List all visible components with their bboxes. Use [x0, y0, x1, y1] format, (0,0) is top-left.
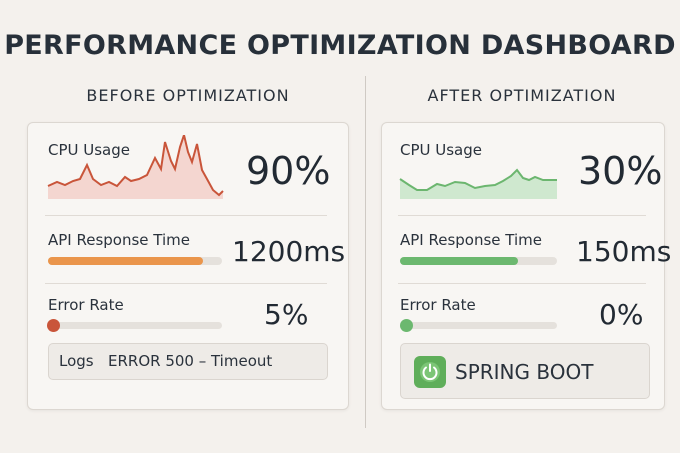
logs-box — [48, 343, 328, 380]
metric-label: Error Rate — [48, 296, 124, 314]
metric-value: 5% — [264, 298, 309, 331]
divider — [365, 76, 366, 428]
logs-message: ERROR 500 – Timeout — [108, 352, 273, 370]
metric-label: CPU Usage — [400, 141, 483, 159]
metric-label: Error Rate — [400, 296, 476, 314]
dashboard-title: PERFORMANCE OPTIMIZATION DASHBOARD — [4, 30, 676, 61]
progress-track — [48, 322, 222, 329]
status-dot — [400, 319, 413, 332]
metric-value: 30% — [578, 149, 663, 193]
metric-value: 90% — [246, 149, 331, 193]
section-heading: BEFORE OPTIMIZATION — [86, 86, 290, 105]
progress-fill — [48, 257, 203, 265]
metric-value: 1200ms — [232, 235, 346, 268]
spring-icon — [414, 356, 446, 388]
status-dot — [47, 319, 60, 332]
metric-value: 0% — [599, 298, 644, 331]
separator — [45, 215, 327, 216]
progress-track — [400, 322, 557, 329]
logs-label: Logs — [59, 352, 94, 370]
cpu-sparkline — [47, 135, 224, 199]
badge-text: SPRING BOOT — [455, 360, 594, 384]
progress-fill — [400, 257, 518, 265]
metric-label: API Response Time — [400, 231, 543, 249]
separator — [398, 283, 646, 284]
separator — [398, 215, 646, 216]
metric-label: API Response Time — [48, 231, 191, 249]
section-heading: AFTER OPTIMIZATION — [427, 86, 617, 105]
metric-value: 150ms — [576, 235, 672, 268]
metric-label: CPU Usage — [48, 141, 131, 159]
cpu-sparkline — [399, 168, 557, 199]
separator — [45, 283, 327, 284]
